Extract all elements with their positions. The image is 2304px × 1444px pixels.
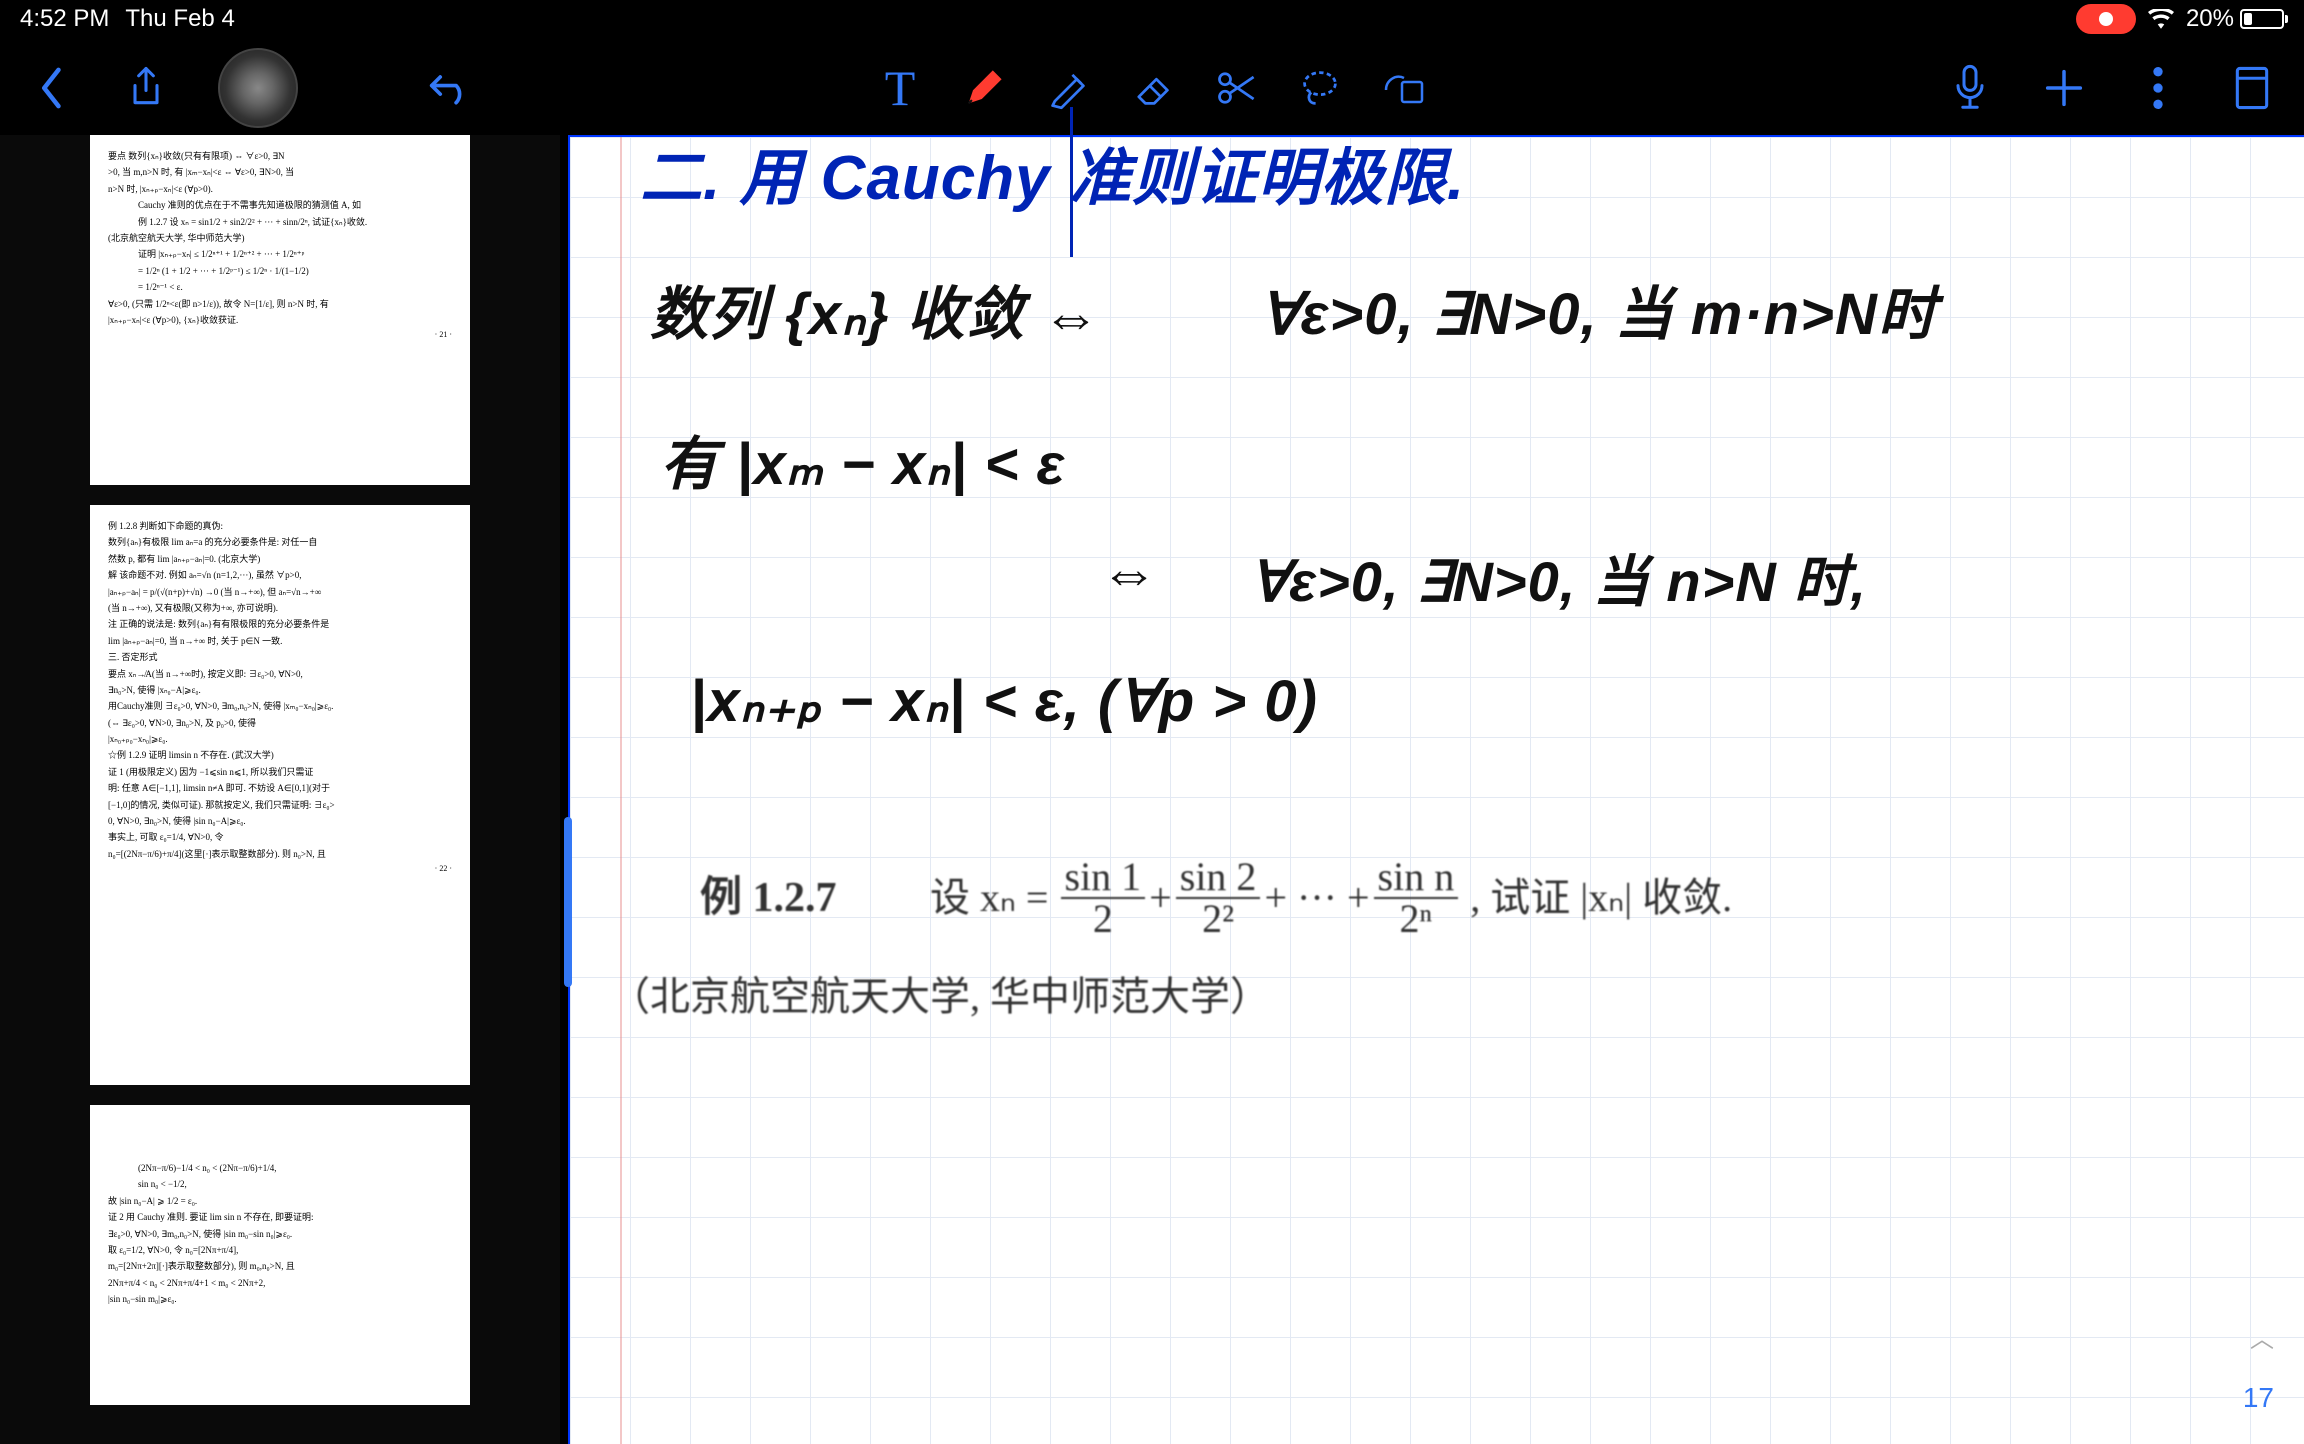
thumb-text: 故 |sin n₀−A| ⩾ 1/2 = ε₀. — [108, 1194, 452, 1208]
pages-button[interactable] — [2230, 66, 2274, 110]
thumb-text: ∃n₀>N, 使得 |xₙ₀−A|⩾ε₀. — [108, 683, 452, 697]
thumb-text: (⇔ ∃ε₀>0, ∀N>0, ∃n₀>N, 及 p₀>0, 使得 — [108, 716, 452, 730]
thumbnail-page-3[interactable]: (2Nπ−π/6)−1/4 < n₀ < (2Nπ−π/6)+1/4, sin … — [90, 1105, 470, 1405]
example-source: （北京航空航天大学, 华中师范大学） — [610, 977, 1270, 1017]
more-button[interactable] — [2136, 66, 2180, 110]
share-button[interactable] — [124, 66, 168, 110]
thumb-text: m₀=[2Nπ+2π][·]表示取整数部分), 则 m₀,n₀>N, 且 — [108, 1259, 452, 1273]
thumb-text: 用Cauchy准则 ∃ε₀>0, ∀N>0, ∃m₀,n₀>N, 使得 |xₘ₀… — [108, 699, 452, 713]
thumb-text: 证 1 (用极限定义) 因为 −1⩽sin n⩽1, 所以我们只需证 — [108, 765, 452, 779]
scroll-up-arrow[interactable]: ︿ — [2250, 1319, 2274, 1354]
back-button[interactable] — [30, 66, 74, 110]
thumb-text: |aₙ₊ₚ−aₙ| = p/(√(n+p)+√n) →0 (当 n→+∞), 但… — [108, 585, 452, 599]
vertical-stroke — [1070, 107, 1073, 257]
thumb-text: 事实上, 可取 ε₀=1/4, ∀N>0, 令 — [108, 830, 452, 844]
microphone-button[interactable] — [1948, 66, 1992, 110]
thumb-text: 2Nπ+π/4 < n₀ < 2Nπ+π/4+1 < m₀ < 2Nπ+2, — [108, 1276, 452, 1290]
page-number: 17 — [2243, 1382, 2274, 1414]
thumbnail-page-1[interactable]: 要点 数列{xₙ}收敛(只有有限项) ⇔ ∀ε>0, ∃N >0, 当 m,n>… — [90, 135, 470, 485]
thumb-text: 例 1.2.7 设 xₙ = sin1/2 + sin2/2² + ··· + … — [108, 215, 452, 229]
note-line-1b: ∀ε>0, ∃N>0, 当 m·n>N时 — [1260, 267, 1937, 351]
battery-icon — [2240, 9, 2284, 29]
note-line-3a: ⇔ — [1100, 537, 1159, 604]
status-bar: 4:52 PM Thu Feb 4 20% — [0, 0, 2304, 38]
example-prefix: 设 xₙ = — [930, 878, 1049, 918]
thumb-text: 明: 任意 A∈[−1,1], limsin n≠A 即可. 不妨设 A∈[0,… — [108, 781, 452, 795]
example-equation: 设 xₙ = sin 12 + sin 22² + ··· + sin n2ⁿ … — [930, 857, 1732, 939]
thumb-text: 解 该命题不对. 例如 aₙ=√n (n=1,2,···), 虽然 ∀p>0, — [108, 568, 452, 582]
thumb-text: Cauchy 准则的优点在于不需事先知道极限的猜测值 A, 如 — [108, 198, 452, 212]
frac-num: sin 1 — [1061, 857, 1146, 899]
dots: + ··· + — [1264, 878, 1369, 918]
thumb-text: 0, ∀N>0, ∃n₀>N, 使得 |sin n₀−A|⩾ε₀. — [108, 814, 452, 828]
thumb-text: [−1,0]的情况, 类似可证). 那就按定义, 我们只需证明: ∃ε₀> — [108, 798, 452, 812]
thumb-text: n₀=[(2Nπ−π/6)+π/4](这里[·]表示取整数部分). 则 n₀>N… — [108, 847, 452, 861]
thumb-text: 例 1.2.8 判断如下命题的真伪: — [108, 519, 452, 533]
thumb-text: ∀ε>0, (只需 1/2ⁿ<ε(即 n>1/ε)), 故令 N=[1/ε], … — [108, 297, 452, 311]
note-canvas[interactable]: 二. 用 Cauchy 准则证明极限. 数列 {xₙ} 收敛 ⇔ ∀ε>0, ∃… — [568, 135, 2304, 1444]
thumb-text: |xₙ₀₊ₚ₀−xₙ₀|⩾ε₀. — [108, 732, 452, 746]
thumb-page-number: · 21 · — [108, 329, 452, 342]
add-button[interactable] — [2042, 66, 2086, 110]
wifi-icon — [2148, 9, 2174, 29]
thumb-text: 要点 数列{xₙ}收敛(只有有限项) ⇔ ∀ε>0, ∃N — [108, 149, 452, 163]
frac-den: 2² — [1176, 899, 1261, 939]
app-toolbar: T — [0, 44, 2304, 132]
shapes-tool[interactable] — [1382, 66, 1426, 110]
thumb-text: 数列{aₙ}有极限 lim aₙ=a 的充分必要条件是: 对任一自 — [108, 535, 452, 549]
frac-num: sin 2 — [1176, 857, 1261, 899]
thumb-text: n>N 时, |xₙ₊ₚ−xₙ|<ε (∀p>0). — [108, 182, 452, 196]
main-area: 要点 数列{xₙ}收敛(只有有限项) ⇔ ∀ε>0, ∃N >0, 当 m,n>… — [0, 135, 2304, 1444]
frac-den: 2ⁿ — [1374, 899, 1459, 939]
example-suffix: , 试证 |xₙ| 收敛. — [1470, 878, 1732, 918]
thumb-text: lim |aₙ₊ₚ−aₙ|=0, 当 n→+∞ 时, 关于 p∈N 一致. — [108, 634, 452, 648]
frac-den: 2 — [1061, 899, 1146, 939]
thumb-text: 要点 xₙ↛A(当 n→+∞时), 按定义即: ∃ε₀>0, ∀N>0, — [108, 667, 452, 681]
recording-dot-icon — [2099, 12, 2113, 26]
thumb-text: sin n₀ < −1/2, — [108, 1177, 452, 1191]
margin-line — [620, 137, 622, 1444]
thumb-text: 取 ε₀=1/2, ∀N>0, 令 n₀=[2Nπ+π/4], — [108, 1243, 452, 1257]
eraser-tool[interactable] — [1130, 66, 1174, 110]
example-label: 例 1.2.7 — [700, 877, 837, 919]
thumb-text: 然数 p, 都有 lim |aₙ₊ₚ−aₙ|=0. (北京大学) — [108, 552, 452, 566]
scissors-tool[interactable] — [1214, 66, 1258, 110]
thumb-text: (2Nπ−π/6)−1/4 < n₀ < (2Nπ−π/6)+1/4, — [108, 1161, 452, 1175]
battery-percent: 20% — [2186, 5, 2234, 33]
thumb-text: 证明 |xₙ₊ₚ−xₙ| ≤ 1/2ⁿ⁺¹ + 1/2ⁿ⁺² + ··· + 1… — [108, 247, 452, 261]
plus-icon: + — [1149, 878, 1172, 918]
thumb-text: ☆例 1.2.9 证明 limsin n 不存在. (武汉大学) — [108, 748, 452, 762]
frac-num: sin n — [1374, 857, 1459, 899]
thumb-text: 证 2 用 Cauchy 准则. 要证 lim sin n 不存在, 即要证明: — [108, 1210, 452, 1224]
thumb-text: (当 n→+∞), 又有极限(又称为+∞, 亦可说明). — [108, 601, 452, 615]
note-line-3b: ∀ε>0, ∃N>0, 当 n>N 时, — [1250, 537, 1867, 618]
highlighter-tool[interactable] — [1046, 66, 1090, 110]
assistive-touch-button[interactable] — [218, 48, 298, 128]
thumb-text: = 1/2ⁿ⁻¹ < ε. — [108, 280, 452, 294]
status-time: 4:52 PM — [20, 5, 109, 33]
note-line-2: 有 |xₘ − xₙ| < ε — [660, 417, 1065, 501]
thumbnail-panel[interactable]: 要点 数列{xₙ}收敛(只有有限项) ⇔ ∀ε>0, ∃N >0, 当 m,n>… — [0, 135, 560, 1444]
lasso-tool[interactable] — [1298, 66, 1342, 110]
note-title: 二. 用 Cauchy 准则证明极限. — [640, 127, 1465, 217]
thumb-text: 注 正确的说法是: 数列{aₙ}有有限极限的充分必要条件是 — [108, 617, 452, 631]
thumb-text: ∃ε₀>0, ∀N>0, ∃m₀,n₀>N, 使得 |sin m₀−sin n₀… — [108, 1227, 452, 1241]
status-date: Thu Feb 4 — [125, 5, 234, 33]
thumb-text: |xₙ₊ₚ−xₙ|<ε (∀p>0), {xₙ}收敛获证. — [108, 313, 452, 327]
pen-tool[interactable] — [962, 66, 1006, 110]
thumb-text: >0, 当 m,n>N 时, 有 |xₘ−xₙ|<ε ⇔ ∀ε>0, ∃N>0,… — [108, 165, 452, 179]
text-tool[interactable]: T — [878, 66, 922, 110]
thumbnail-page-2[interactable]: 例 1.2.8 判断如下命题的真伪: 数列{aₙ}有极限 lim aₙ=a 的充… — [90, 505, 470, 1085]
thumb-page-number: · 22 · — [108, 863, 452, 876]
note-line-1a: 数列 {xₙ} 收敛 ⇔ — [650, 267, 1101, 351]
undo-button[interactable] — [428, 66, 472, 110]
note-line-4: |xₙ₊ₚ − xₙ| < ε, (∀p > 0) — [690, 667, 1318, 735]
thumb-text: = 1/2ⁿ (1 + 1/2 + ··· + 1/2ᵖ⁻¹) ≤ 1/2ⁿ ·… — [108, 264, 452, 278]
thumb-text: (北京航空航天大学, 华中师范大学) — [108, 231, 452, 245]
scroll-indicator[interactable] — [564, 817, 572, 987]
screen-recording-indicator[interactable] — [2076, 4, 2136, 34]
thumb-text: |sin n₀−sin m₀|⩾ε₀. — [108, 1292, 452, 1306]
thumb-text: 三. 否定形式 — [108, 650, 452, 664]
